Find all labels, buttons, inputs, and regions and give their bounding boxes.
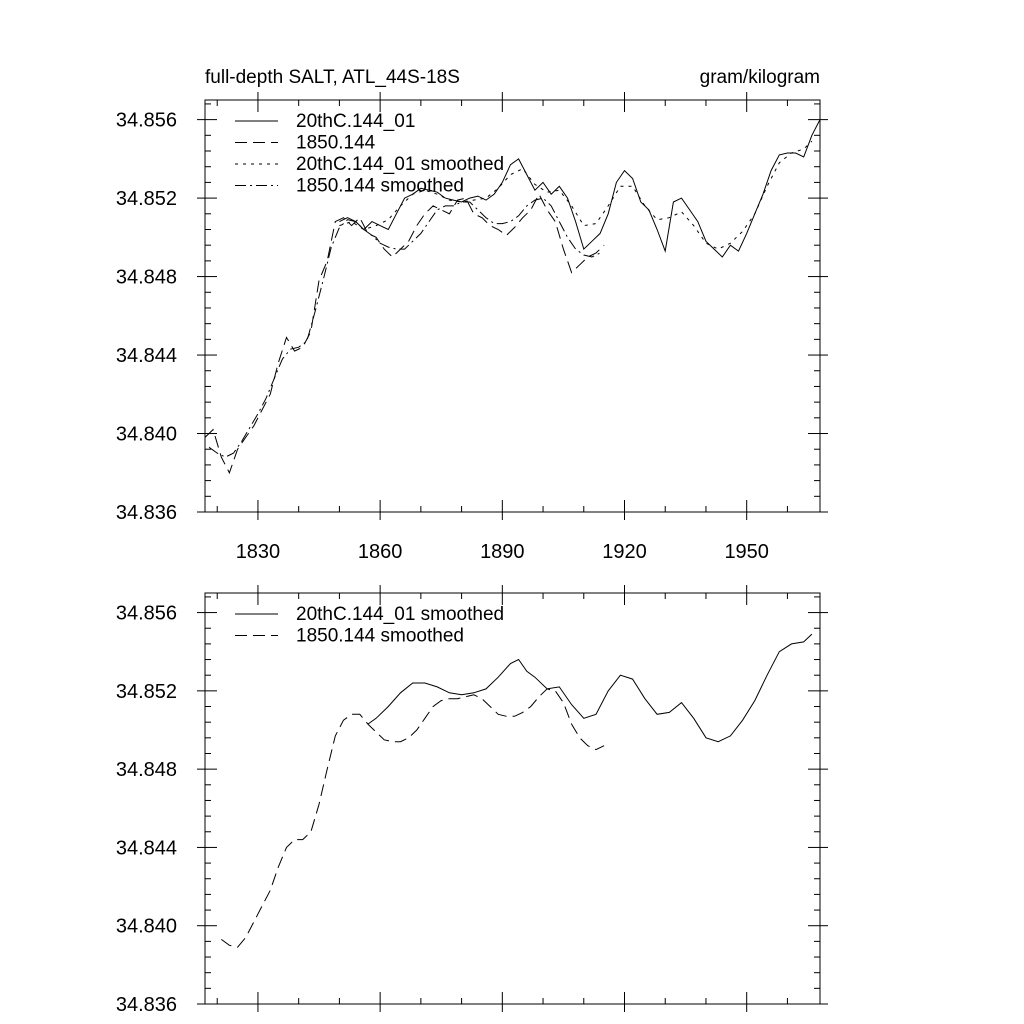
y-tick-label: 34.840 — [116, 424, 177, 446]
y-tick-label: 34.844 — [116, 345, 177, 367]
legend-label: 1850.144 — [296, 133, 376, 154]
units-label: gram/kilogram — [700, 67, 820, 88]
legend-label: 20thC.144_01 smoothed — [296, 604, 504, 625]
panel-1: full-depth SALT, ATL_44S-18S gram/kilogra… — [116, 67, 828, 563]
plot-frame — [204, 592, 821, 1005]
series-line-4 — [208, 197, 601, 458]
y-tick-label: 34.852 — [116, 188, 177, 210]
y-tick-label: 34.856 — [116, 110, 177, 132]
y-tick-label: 34.852 — [116, 681, 177, 703]
legend-label: 20thC.144_01 — [296, 111, 415, 132]
series-line-1 — [367, 633, 813, 743]
x-tick-label: 1830 — [236, 541, 281, 563]
y-tick-label: 34.848 — [116, 267, 177, 289]
panel-2: 34.836 34.840 34.844 34.848 34.852 34.856 20th… — [116, 585, 828, 1016]
chart-title: full-depth SALT, ATL_44S-18S — [205, 67, 460, 88]
y-tick-label: 34.840 — [116, 916, 177, 938]
legend-label: 1850.144 smoothed — [296, 626, 464, 647]
x-tick-label: 1950 — [724, 541, 769, 563]
legend-label: 20thC.144_01 smoothed — [296, 154, 504, 175]
y-tick-label: 34.836 — [116, 502, 177, 524]
series-line-2 — [221, 688, 605, 948]
plot-frame — [204, 99, 821, 513]
y-tick-label: 34.836 — [116, 994, 177, 1016]
y-tick-label: 34.848 — [116, 759, 177, 781]
legend-label: 1850.144 smoothed — [296, 176, 464, 197]
x-tick-label: 1920 — [602, 541, 647, 563]
series-line-1 — [339, 119, 821, 258]
x-tick-label: 1890 — [480, 541, 525, 563]
series-line-2 — [204, 193, 605, 475]
y-tick-label: 34.856 — [116, 603, 177, 625]
x-tick-label: 1860 — [358, 541, 403, 563]
y-tick-label: 34.844 — [116, 837, 177, 859]
